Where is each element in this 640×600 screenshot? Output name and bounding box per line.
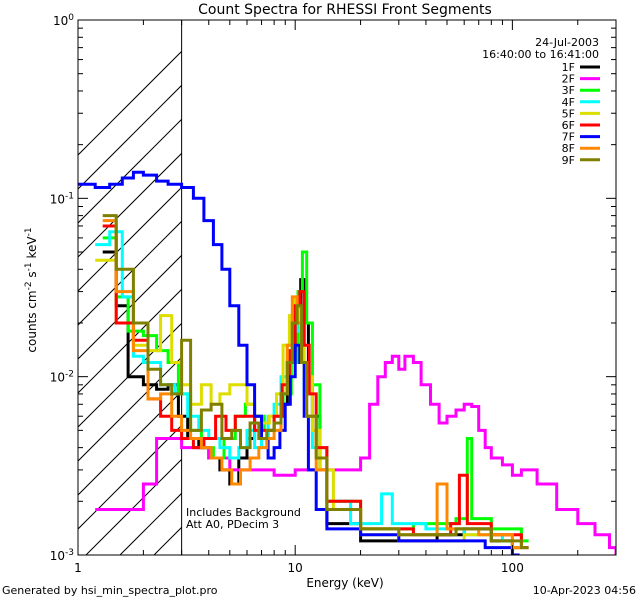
hatch-line bbox=[630, 0, 640, 555]
plot-frame bbox=[77, 19, 617, 556]
hatch-line bbox=[460, 0, 640, 555]
legend-label-1F: 1F bbox=[562, 61, 575, 74]
hatch-line bbox=[78, 186, 182, 292]
hatch-line bbox=[78, 220, 182, 326]
y-tick-label: 10-3 bbox=[50, 548, 74, 563]
hatch-line bbox=[85, 458, 182, 555]
y-axis-label-exp: -1 bbox=[24, 227, 34, 236]
legend-label-5F: 5F bbox=[562, 107, 575, 120]
y-tick-base: 10 bbox=[50, 192, 65, 206]
legend-label-2F: 2F bbox=[562, 73, 575, 86]
y-axis-label-exp: -2 bbox=[24, 281, 34, 290]
axis-ticks bbox=[77, 19, 617, 556]
y-axis-label-part: s bbox=[25, 271, 39, 281]
hatch-line bbox=[78, 424, 182, 530]
y-tick-label: 10-2 bbox=[50, 370, 74, 385]
y-axis-label-part: keV bbox=[25, 236, 39, 263]
hatch-line bbox=[222, 0, 640, 555]
hatch-line bbox=[78, 390, 182, 496]
y-tick-exponent: -3 bbox=[65, 548, 74, 558]
footer-timestamp: 10-Apr-2023 04:56 bbox=[533, 584, 636, 597]
y-tick-exponent: 0 bbox=[68, 13, 74, 23]
annotation-attenuator: Att A0, PDecim 3 bbox=[186, 518, 279, 531]
chart-title: Count Spectra for RHESSI Front Segments bbox=[198, 2, 492, 18]
y-tick-exponent: -2 bbox=[65, 370, 74, 380]
x-tick-label: 10 bbox=[288, 561, 303, 575]
legend-date: 24-Jul-2003 bbox=[535, 36, 599, 49]
legend-time-range: 16:40:00 to 16:41:00 bbox=[482, 48, 599, 61]
series-line-9F bbox=[102, 214, 529, 550]
hatch-line bbox=[256, 0, 640, 555]
hatch-line bbox=[392, 0, 640, 555]
hatch-line bbox=[596, 0, 640, 555]
footer-generated-by: Generated by hsi_min_spectra_plot.pro bbox=[2, 584, 218, 597]
hatch-line bbox=[290, 0, 640, 555]
x-tick-label: 100 bbox=[501, 561, 524, 575]
legend-label-4F: 4F bbox=[562, 96, 575, 109]
legend-label-8F: 8F bbox=[562, 142, 575, 155]
hatch-line bbox=[324, 0, 640, 555]
hatch-line bbox=[426, 0, 640, 555]
x-tick-label: 1 bbox=[74, 561, 82, 575]
y-tick-exponent: -1 bbox=[65, 191, 74, 201]
y-tick-label: 10-1 bbox=[50, 191, 74, 206]
hatch-line bbox=[78, 356, 182, 462]
hatch-line bbox=[78, 152, 182, 258]
hatch-line bbox=[78, 50, 182, 156]
x-tick-labels: 1 10 100 bbox=[74, 561, 524, 575]
legend-label-3F: 3F bbox=[562, 84, 575, 97]
hatch-line bbox=[78, 288, 182, 394]
hatched-region bbox=[78, 0, 640, 555]
y-axis-label-exp: -1 bbox=[24, 262, 34, 271]
y-axis-label: counts cm-2 s-1 keV-1 bbox=[24, 227, 39, 352]
legend-label-9F: 9F bbox=[562, 154, 575, 167]
legend-label-6F: 6F bbox=[562, 119, 575, 132]
series-group bbox=[78, 170, 616, 555]
hatch-line bbox=[358, 0, 640, 555]
y-tick-label: 100 bbox=[53, 13, 74, 28]
legend-label-7F: 7F bbox=[562, 131, 575, 144]
y-tick-base: 10 bbox=[50, 371, 65, 385]
y-tick-base: 10 bbox=[53, 14, 68, 28]
hatch-line bbox=[528, 0, 640, 555]
y-axis-label-part: counts cm bbox=[25, 290, 39, 352]
y-tick-base: 10 bbox=[50, 549, 65, 563]
annotation-background: Includes Background bbox=[186, 506, 301, 519]
x-axis-label: Energy (keV) bbox=[306, 576, 383, 590]
